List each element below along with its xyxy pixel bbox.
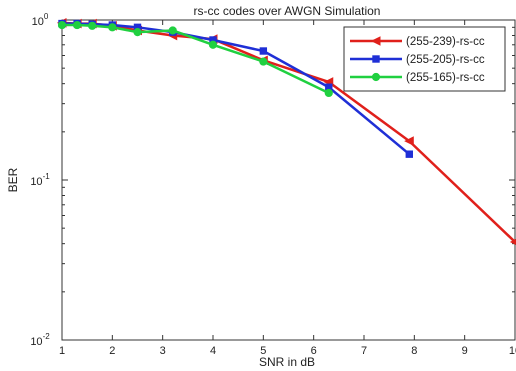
y-axis-label: BER [6,167,20,192]
y-tick-label: 100 [32,12,49,28]
x-tick-label: 4 [210,345,216,357]
data-point [405,150,414,158]
legend-marker [371,72,381,82]
legend-entry: (255-205)-rs-cc [350,54,485,66]
legend-entry: (255-165)-rs-cc [350,72,485,84]
data-point [133,28,142,37]
data-point [324,88,333,98]
y-tick-label: 10-1 [30,172,50,188]
legend-marker [372,55,380,63]
chart-title: rs-cc codes over AWGN Simulation [194,4,381,18]
data-point [108,23,117,32]
legend-entry: (255-239)-rs-cc [350,36,485,48]
series-line [62,22,411,156]
data-point [404,136,414,146]
y-tick-label: 10-2 [30,332,50,348]
x-tick-label: 2 [109,345,115,357]
data-point [168,26,177,35]
x-tick-label: 7 [361,345,367,357]
data-point [259,57,268,66]
x-tick-label: 10 [509,345,516,357]
x-tick-label: 1 [59,345,65,357]
x-axis-label: SNR in dB [259,355,315,369]
data-point [73,20,82,30]
x-tick-label: 9 [462,345,468,357]
data-point [57,20,67,30]
legend-marker [370,36,381,46]
series-3 [57,20,333,98]
x-tick-label: 3 [160,345,166,357]
series-layer [56,18,516,246]
legend-label: (255-205)-rs-cc [406,54,485,66]
x-tick-label: 5 [260,345,266,357]
data-point [88,21,97,30]
legend: (255-239)-rs-cc (255-205)-rs-cc (255-165)-… [343,26,506,92]
legend-label: (255-239)-rs-cc [406,36,485,48]
legend-label: (255-165)-rs-cc [406,72,485,84]
data-point [208,40,218,49]
x-tick-label: 8 [411,345,417,357]
data-point [509,238,516,246]
x-tick-label: 6 [311,345,317,357]
data-point [259,47,268,55]
